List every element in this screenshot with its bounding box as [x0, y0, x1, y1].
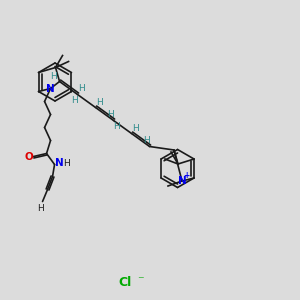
Text: H: H	[107, 110, 114, 119]
Text: H: H	[143, 136, 150, 145]
Text: N: N	[46, 83, 55, 94]
Text: H: H	[37, 204, 44, 213]
Text: N: N	[55, 158, 64, 169]
Text: N: N	[178, 176, 186, 186]
Text: H: H	[132, 124, 139, 133]
Text: O: O	[24, 152, 33, 161]
Text: H: H	[71, 96, 78, 105]
Text: H: H	[78, 84, 85, 93]
Text: H: H	[63, 159, 70, 168]
Text: ⁻: ⁻	[137, 274, 143, 287]
Text: Cl: Cl	[118, 275, 132, 289]
Text: H: H	[96, 98, 103, 107]
Text: H: H	[113, 122, 120, 131]
Text: +: +	[183, 172, 189, 181]
Text: H: H	[50, 72, 57, 81]
